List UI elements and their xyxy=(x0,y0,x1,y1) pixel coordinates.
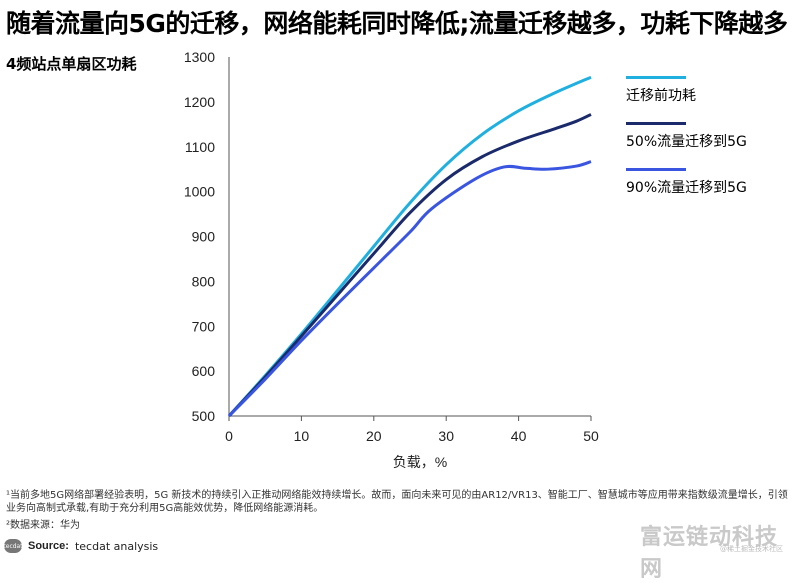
legend-label-2: 90%流量迁移到5G xyxy=(626,180,747,196)
y-axis-title: 4频站点单扇区功耗 xyxy=(6,55,137,73)
y-tick-label-7: 1200 xyxy=(184,94,215,110)
footnote-1: ¹当前多地5G网络部署经验表明，5G 新技术的持续引入正推动网络能效持续增长。故… xyxy=(6,490,788,514)
series-line-2 xyxy=(227,160,592,418)
x-tick-label-0: 0 xyxy=(225,428,233,444)
y-tick-label-4: 900 xyxy=(192,229,216,245)
x-tick-label-4: 40 xyxy=(511,428,527,444)
series-line-1 xyxy=(227,113,592,418)
x-tick-label-1: 10 xyxy=(294,428,310,444)
source-text: tecdat analysis xyxy=(74,539,159,553)
legend-label-0: 迁移前功耗 xyxy=(626,88,696,104)
y-tick-label-6: 1100 xyxy=(185,139,215,155)
legend-swatch-0 xyxy=(626,76,686,79)
y-tick-label-2: 700 xyxy=(192,318,216,334)
legend-item-0: 迁移前功耗 xyxy=(626,76,696,105)
footnote-2: ²数据来源：华为 xyxy=(6,520,81,531)
y-tick-label-5: 1000 xyxy=(184,184,215,200)
series-line-0 xyxy=(227,75,592,418)
page-title: 随着流量向5G的迁移，网络能耗同时降低;流量迁移越多，功耗下降越多 xyxy=(6,9,788,38)
watermark-sub: @稀土掘金技术社区 xyxy=(720,545,783,553)
y-tick-label-3: 800 xyxy=(192,273,216,289)
legend-swatch-2 xyxy=(626,168,686,171)
source-label: Source: xyxy=(28,540,69,552)
legend-swatch-1 xyxy=(626,122,686,125)
x-axis-label: 负载，% xyxy=(393,454,447,470)
legend-item-2: 90%流量迁移到5G xyxy=(626,168,747,197)
x-tick-label-5: 50 xyxy=(583,428,599,444)
source-line: tecdat Source: tecdat analysis xyxy=(3,539,159,553)
y-tick-label-8: 1300 xyxy=(184,49,215,65)
legend-label-1: 50%流量迁移到5G xyxy=(626,134,747,150)
legend-item-1: 50%流量迁移到5G xyxy=(626,122,747,151)
line-chart: 500 600 700 800 900 1000 1100 1200 1300 0 10 20 30 40… xyxy=(184,49,599,470)
tecdat-logo-icon: tecdat xyxy=(3,539,23,553)
x-tick-label-3: 30 xyxy=(438,428,454,444)
y-tick-label-0: 500 xyxy=(192,408,216,424)
y-tick-label-1: 600 xyxy=(192,363,216,379)
x-tick-label-2: 20 xyxy=(366,428,382,444)
